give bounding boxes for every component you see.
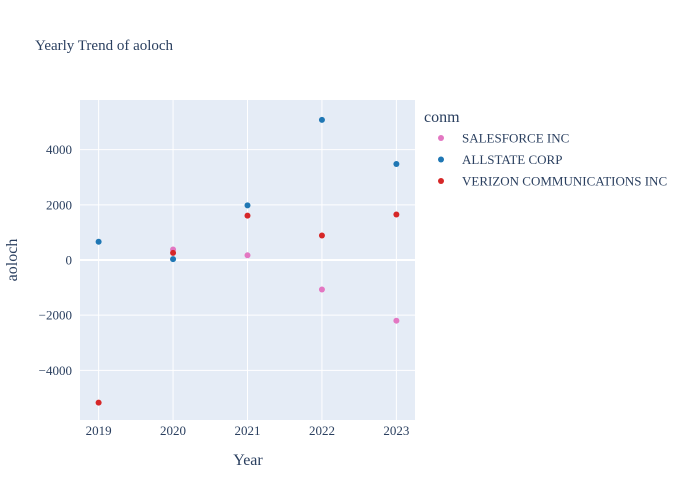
legend[interactable]: conm SALESFORCE INC ALLSTATE CORP VERIZON …: [424, 109, 667, 189]
x-tick-label: 2022: [309, 423, 335, 438]
data-point[interactable]: [318, 116, 325, 123]
x-tick-label: 2023: [383, 423, 409, 438]
y-tick-label: 4000: [46, 142, 72, 157]
legend-item[interactable]: SALESFORCE INC: [438, 131, 569, 146]
y-axis-title: aoloch: [4, 239, 21, 282]
data-points: [95, 116, 400, 406]
data-point[interactable]: [95, 238, 102, 245]
data-point[interactable]: [244, 212, 251, 219]
data-point[interactable]: [318, 286, 325, 293]
series-1: [95, 116, 400, 263]
legend-item[interactable]: VERIZON COMMUNICATIONS INC: [438, 174, 667, 189]
y-tick-label: −2000: [39, 308, 72, 323]
y-axis-ticks: −4000 −2000 0 2000 4000: [39, 142, 72, 378]
x-axis-title: Year: [233, 452, 263, 469]
chart-title: Yearly Trend of aoloch: [35, 38, 174, 54]
x-tick-label: 2021: [235, 423, 261, 438]
y-tick-label: −4000: [39, 363, 72, 378]
legend-marker: [438, 135, 444, 141]
legend-title: conm: [424, 109, 460, 126]
legend-marker: [438, 156, 444, 163]
data-point[interactable]: [244, 202, 251, 209]
y-tick-label: 0: [66, 253, 73, 268]
data-point[interactable]: [318, 232, 325, 239]
legend-marker: [438, 178, 444, 184]
y-tick-label: 2000: [46, 197, 72, 212]
legend-label: ALLSTATE CORP: [462, 152, 562, 167]
data-point[interactable]: [95, 399, 102, 406]
data-point[interactable]: [393, 161, 400, 167]
legend-label: SALESFORCE INC: [462, 131, 569, 146]
legend-items[interactable]: SALESFORCE INC ALLSTATE CORP VERIZON COMMU…: [438, 131, 667, 189]
data-point[interactable]: [393, 211, 400, 218]
grid-lines: [80, 100, 415, 420]
x-tick-label: 2019: [86, 423, 112, 438]
series-2: [95, 211, 400, 406]
legend-label: VERIZON COMMUNICATIONS INC: [462, 174, 667, 189]
data-point[interactable]: [393, 317, 400, 324]
legend-item[interactable]: ALLSTATE CORP: [438, 152, 562, 167]
x-tick-label: 2020: [160, 423, 186, 438]
series-0: [170, 246, 400, 324]
x-axis-ticks: 2019 2020 2021 2022 2023: [86, 423, 410, 438]
data-point[interactable]: [244, 252, 251, 259]
data-point[interactable]: [170, 256, 177, 263]
data-point[interactable]: [170, 249, 177, 256]
